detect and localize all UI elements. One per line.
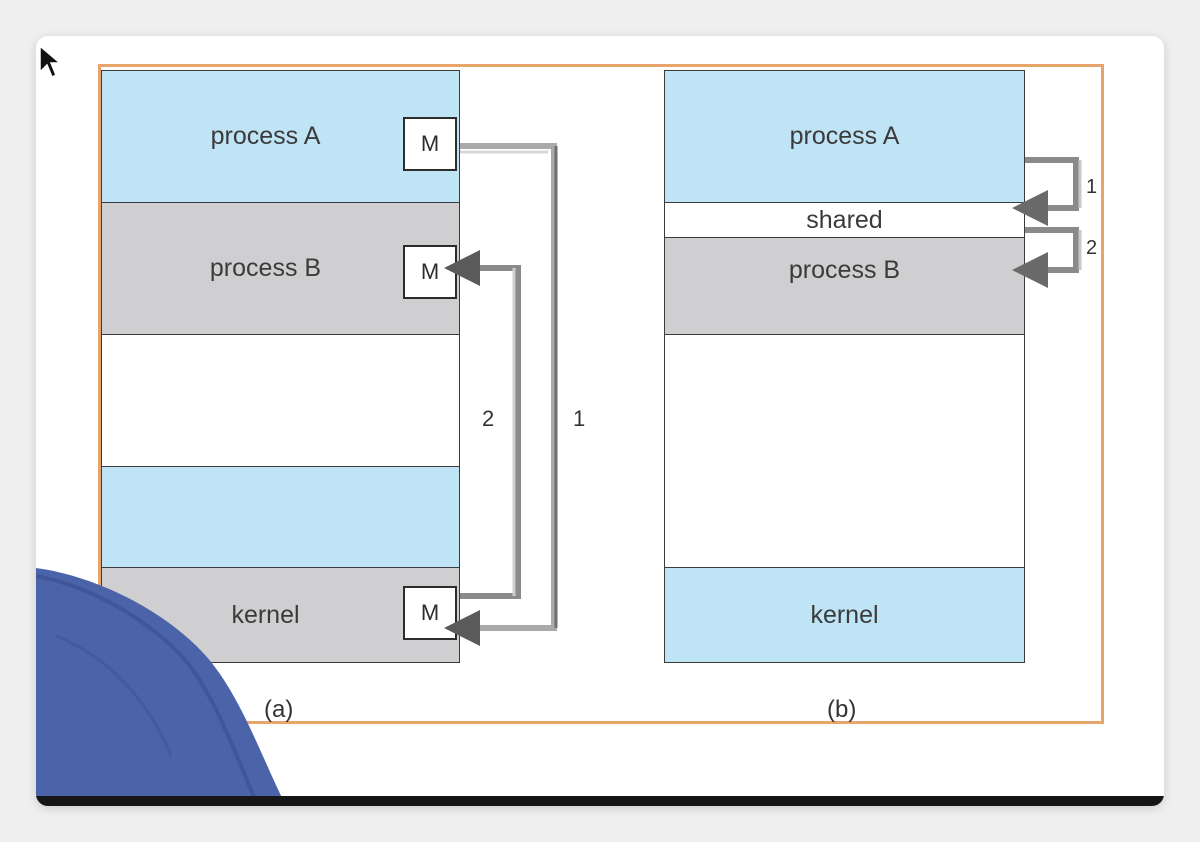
panel-b-process-a: process A [664,70,1025,203]
video-bottom-bar [36,796,1164,806]
panel-b-shared-label: shared [806,205,883,234]
panel-a-arrow-2 [444,250,521,599]
panel-a-process-b-label: process B [209,254,322,282]
panel-a-arrow-label-2: 2 [482,406,495,431]
panel-b-process-b: process B [664,237,1025,335]
panel-b-caption: (b) [827,696,857,723]
arrow-layer [444,143,1082,646]
panel-a-process-b: process B [101,202,460,335]
panel-b-arrow-label-1: 1 [1086,176,1098,198]
panel-a-arrow-1 [444,143,557,646]
panel-a-blue-region [101,466,460,568]
panel-a-arrow-label-1: 1 [573,406,586,431]
panel-b-arrow-label-2: 2 [1086,237,1098,259]
panel-b-arrow-1 [1012,157,1079,226]
message-box-process-a: M [403,117,457,171]
panel-b-process-b-label: process B [788,256,901,284]
presenter-shoulder [36,568,286,806]
panel-b-free-space [664,334,1025,568]
panel-a-process-a: process A [101,70,460,203]
panel-b-arrow-2 [1012,227,1079,288]
mouse-pointer-icon [39,44,63,79]
panel-a-process-a-label: process A [210,122,321,150]
panel-a-caption: (a) [264,696,294,723]
panel-b-process-a-label: process A [789,122,900,150]
panel-b-kernel: kernel [664,567,1025,663]
panel-a-kernel-label: kernel [231,600,300,629]
lecture-video-window: process A process B kernel M M M process… [36,36,1164,806]
panel-b-kernel-label: kernel [810,600,879,629]
